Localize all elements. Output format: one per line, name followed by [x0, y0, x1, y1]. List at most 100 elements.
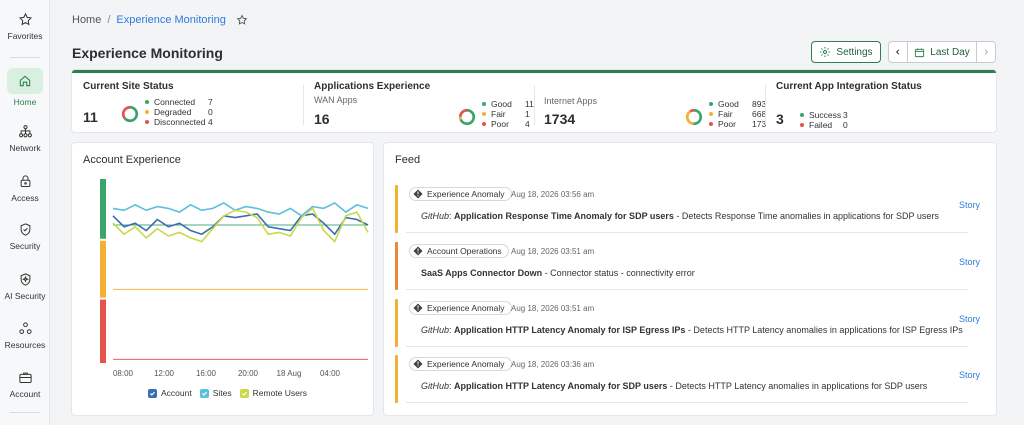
- sidebar-item-network[interactable]: Network: [0, 124, 50, 153]
- site-status-title: Current Site Status: [83, 81, 174, 92]
- feed-item[interactable]: Experience Anomaly Aug 18, 2026 03:51 am G…: [395, 299, 980, 347]
- alert-diamond-icon: [413, 303, 423, 313]
- home-icon: [19, 75, 31, 87]
- account-experience-title: Account Experience: [83, 154, 181, 166]
- integration-status-legend: Success 3 Failed 0: [800, 110, 848, 130]
- severity-bar: [395, 185, 398, 233]
- feed-headline: Application HTTP Latency Anomaly for ISP…: [454, 325, 686, 335]
- sidebar: Favorites Home Network Access Security A…: [0, 0, 50, 425]
- site-status-legend: Connected 7 Degraded 0 Disconnected 4: [145, 97, 213, 127]
- feed-separator: [406, 289, 968, 290]
- date-range-label: Last Day: [930, 46, 970, 58]
- status-dot: [800, 113, 804, 117]
- chart-legend: Account Sites Remote Users: [148, 388, 307, 398]
- story-link[interactable]: Story: [958, 370, 980, 380]
- feed-timestamp: Aug 18, 2026 03:51 am: [511, 304, 595, 313]
- date-range-picker: Last Day: [888, 41, 996, 63]
- feed-item[interactable]: Experience Anomaly Aug 18, 2026 03:36 am G…: [395, 355, 980, 403]
- date-range-button[interactable]: Last Day: [908, 41, 976, 63]
- checkbox-checked-icon: [199, 388, 209, 398]
- sidebar-item-account[interactable]: Account: [0, 370, 50, 399]
- wan-apps-total: 16: [314, 111, 330, 127]
- legend-row: Failed 0: [800, 120, 848, 130]
- breadcrumb-current[interactable]: Experience Monitoring: [116, 14, 226, 26]
- status-summary-bar: Current Site Status 11 Connected 7 Degrad…: [72, 70, 996, 132]
- checkbox-checked-icon: [239, 388, 249, 398]
- feed-description: SaaS Apps Connector Down - Connector sta…: [421, 268, 695, 278]
- x-tick-label: 18 Aug: [277, 369, 302, 378]
- settings-button[interactable]: Settings: [811, 41, 881, 63]
- wan-apps-subtitle: WAN Apps: [314, 95, 358, 105]
- sidebar-item-ai-security[interactable]: AI Security: [0, 272, 50, 301]
- gear-icon: [820, 47, 831, 57]
- date-next-button[interactable]: [976, 41, 996, 63]
- page-title: Experience Monitoring: [72, 45, 223, 61]
- feed-headline: Application HTTP Latency Anomaly for SDP…: [454, 381, 668, 391]
- x-tick-label: 20:00: [238, 369, 259, 378]
- legend-row: Poor 173: [709, 119, 766, 129]
- legend-row: Good 893: [709, 99, 766, 109]
- breadcrumb: Home / Experience Monitoring: [72, 14, 248, 26]
- date-prev-button[interactable]: [888, 41, 908, 63]
- alert-diamond-icon: [413, 246, 423, 256]
- feed-headline: SaaS Apps Connector Down: [421, 268, 543, 278]
- feed-item[interactable]: Account Operations Aug 18, 2026 03:51 am S…: [395, 242, 980, 290]
- feed-tag: Account Operations: [409, 244, 509, 258]
- story-link[interactable]: Story: [958, 257, 980, 267]
- breadcrumb-home[interactable]: Home: [72, 14, 102, 26]
- legend-row: Disconnected 4: [145, 117, 213, 127]
- feed-tag: Experience Anomaly: [409, 301, 512, 315]
- legend-toggle-sites[interactable]: Sites: [199, 388, 232, 398]
- integration-status-title: Current App Integration Status: [776, 81, 922, 92]
- account-experience-chart: 08:00 12:00 16:00 20:00 18 Aug 04:00: [100, 179, 369, 378]
- status-dot: [709, 122, 713, 126]
- sidebar-item-label: Resources: [4, 340, 46, 350]
- feed-timestamp: Aug 18, 2026 03:51 am: [511, 247, 595, 256]
- feed-description: GitHub: Application HTTP Latency Anomaly…: [421, 325, 963, 335]
- integration-status-section: Current App Integration Status 3 Success…: [776, 81, 986, 130]
- integration-status-total: 3: [776, 111, 784, 127]
- sidebar-item-favorites[interactable]: Favorites: [0, 12, 50, 41]
- sidebar-item-label: Home: [13, 97, 37, 107]
- star-icon: [18, 12, 32, 26]
- site-status-donut: [121, 105, 139, 123]
- story-link[interactable]: Story: [958, 314, 980, 324]
- feed-detail: - Detects HTTP Latency anomalies in appl…: [685, 325, 963, 335]
- feed-app-name: GitHub: [421, 381, 450, 391]
- chevron-left-icon: [895, 49, 900, 55]
- briefcase-icon: [18, 372, 32, 383]
- account-experience-card: Account Experience 08:00 12:00 16:00 20:00 1…: [72, 143, 373, 415]
- calendar-icon: [915, 47, 925, 57]
- legend-row: Fair 1: [482, 109, 534, 119]
- sidebar-item-security[interactable]: Security: [0, 222, 50, 251]
- internet-apps-subtitle: Internet Apps: [544, 96, 598, 106]
- wan-apps-legend: Good 11 Fair 1 Poor 4: [482, 99, 534, 129]
- legend-row: Poor 4: [482, 119, 534, 129]
- feed-app-name: GitHub: [421, 211, 450, 221]
- legend-toggle-account[interactable]: Account: [148, 388, 192, 398]
- favorite-star-icon[interactable]: [236, 14, 248, 26]
- wan-apps-donut: [458, 108, 476, 126]
- band-poor: [100, 299, 106, 363]
- sidebar-divider: [10, 57, 40, 58]
- divider: [303, 85, 304, 125]
- chevron-right-icon: [984, 49, 989, 55]
- feed-separator: [406, 346, 968, 347]
- status-dot: [145, 100, 149, 104]
- feed-item[interactable]: Experience Anomaly Aug 18, 2026 03:56 am G…: [395, 185, 980, 233]
- feed-description: GitHub: Application Response Time Anomal…: [421, 211, 939, 221]
- internet-apps-legend: Good 893 Fair 668 Poor 173: [709, 99, 766, 129]
- status-dot: [482, 112, 486, 116]
- sidebar-item-label: Account: [9, 389, 41, 399]
- network-icon: [18, 125, 32, 138]
- legend-row: Success 3: [800, 110, 848, 120]
- feed-tag: Experience Anomaly: [409, 357, 512, 371]
- sidebar-item-access[interactable]: Access: [0, 174, 50, 203]
- sidebar-item-home[interactable]: Home: [0, 68, 50, 107]
- legend-toggle-remote-users[interactable]: Remote Users: [239, 388, 307, 398]
- sidebar-item-resources[interactable]: Resources: [0, 321, 50, 350]
- x-tick-label: 12:00: [154, 369, 175, 378]
- status-dot: [482, 122, 486, 126]
- resources-icon: [18, 322, 32, 334]
- story-link[interactable]: Story: [958, 200, 980, 210]
